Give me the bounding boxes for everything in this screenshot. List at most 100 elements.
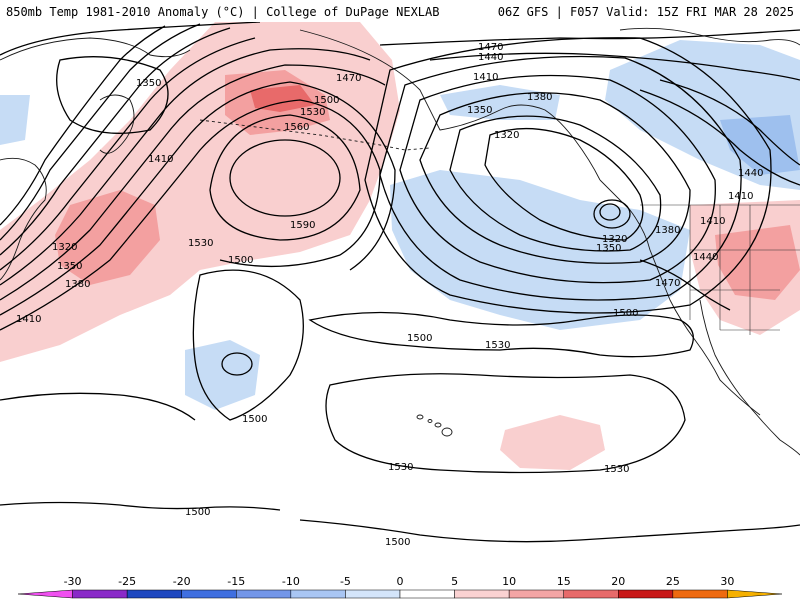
colorbar-bin bbox=[563, 589, 619, 599]
colorbar-bin bbox=[399, 589, 455, 599]
colorbar-tick-label: 20 bbox=[611, 575, 625, 588]
contour-label: 1500 bbox=[228, 255, 253, 266]
colorbar-bin bbox=[345, 589, 401, 599]
colorbar-bin bbox=[618, 589, 674, 599]
contour-label: 1320 bbox=[602, 234, 627, 245]
colorbar-tick-label: -25 bbox=[118, 575, 136, 588]
colorbar-tick-label: 15 bbox=[557, 575, 571, 588]
colorbar-bin bbox=[727, 589, 783, 599]
contour-label: 1500 bbox=[314, 95, 339, 106]
cold-anomaly-canada-core bbox=[720, 115, 800, 175]
colorbar-bin bbox=[236, 589, 292, 599]
colorbar-bin bbox=[290, 589, 346, 599]
contour-1410-ne bbox=[659, 79, 800, 166]
colorbar-tick-label: 5 bbox=[451, 575, 458, 588]
cold-anomaly-alaska bbox=[440, 85, 560, 120]
contour-1350-nw-low bbox=[56, 56, 169, 134]
contour-label: 1440 bbox=[738, 168, 763, 179]
contour-label: 1470 bbox=[336, 73, 361, 84]
colorbar-bin bbox=[181, 589, 237, 599]
contour-labels: 1470 1440 1410 1380 1350 1320 1350 1410 … bbox=[16, 42, 763, 548]
contour-label: 1470 bbox=[478, 42, 503, 53]
title-right: 06Z GFS | F057 Valid: 15Z FRI MAR 28 202… bbox=[497, 5, 794, 19]
contour-label: 1350 bbox=[467, 105, 492, 116]
contour-label: 1500 bbox=[407, 333, 432, 344]
contour-label: 1380 bbox=[527, 92, 552, 103]
contour-label: 1350 bbox=[57, 261, 82, 272]
contour-1500-central bbox=[192, 269, 304, 421]
contour-label: 1320 bbox=[494, 130, 519, 141]
colorbar-bin bbox=[17, 589, 73, 599]
contour-1320-nw bbox=[0, 25, 166, 226]
contour-label: 1380 bbox=[655, 225, 680, 236]
contour-1410-ridge bbox=[0, 37, 256, 271]
colorbar: -30 -25 -20 -15 -10 -5 0 5 10 15 20 25 30 bbox=[17, 575, 783, 599]
contour-label: 1530 bbox=[388, 462, 413, 473]
pacific-nw-coast bbox=[599, 179, 761, 416]
contour-1440-ridge bbox=[0, 48, 371, 286]
contour-1500-ridge bbox=[0, 81, 396, 316]
alaska-coast bbox=[299, 29, 601, 181]
colorbar-bin bbox=[672, 589, 728, 599]
anomaly-shading bbox=[0, 22, 800, 470]
colorbar-bin bbox=[126, 589, 182, 599]
contour-1500-bottom-left bbox=[0, 501, 281, 511]
colorbar-tick-label: -15 bbox=[227, 575, 245, 588]
contour-1500-west-edge bbox=[0, 392, 196, 421]
colorbar-bin bbox=[508, 589, 564, 599]
colorbar-bins bbox=[17, 589, 783, 599]
contour-label: 1320 bbox=[52, 242, 77, 253]
contour-1320-low bbox=[484, 127, 644, 241]
warm-anomaly-core-c bbox=[250, 85, 315, 112]
contour-label: 1470 bbox=[655, 278, 680, 289]
contour-label: 1350 bbox=[136, 78, 161, 89]
contour-1380-low bbox=[419, 92, 691, 264]
contour-1470-e bbox=[639, 259, 731, 311]
colorbar-tick-label: -5 bbox=[340, 575, 351, 588]
contour-1530-ridge bbox=[0, 99, 381, 331]
contour-label: 1440 bbox=[693, 252, 718, 263]
contour-label: 1500 bbox=[613, 308, 638, 319]
contour-label: 1530 bbox=[188, 238, 213, 249]
colorbar-tick-label: -20 bbox=[173, 575, 191, 588]
colorbar-tick-label: 10 bbox=[502, 575, 516, 588]
low-center-ring-2 bbox=[593, 199, 631, 229]
contour-1440-ne bbox=[639, 89, 800, 186]
colorbar-bin bbox=[72, 589, 128, 599]
contour-label: 1500 bbox=[385, 537, 410, 548]
contour-label: 1530 bbox=[300, 107, 325, 118]
contour-1560 bbox=[209, 114, 361, 241]
contour-label: 1410 bbox=[16, 314, 41, 325]
contour-label: 1590 bbox=[290, 220, 315, 231]
contour-1530-big bbox=[325, 373, 686, 474]
contour-label: 1410 bbox=[728, 191, 753, 202]
colorbar-tick-label: -10 bbox=[282, 575, 300, 588]
warm-anomaly-south bbox=[500, 415, 605, 470]
contour-label: 1410 bbox=[473, 72, 498, 83]
contour-1470-top bbox=[379, 29, 800, 46]
contour-label: 1380 bbox=[65, 279, 90, 290]
cold-anomaly-east-pacific bbox=[390, 170, 690, 330]
contour-1380-ridge bbox=[0, 27, 231, 256]
colorbar-tick-label: -30 bbox=[64, 575, 82, 588]
contour-label: 1500 bbox=[242, 414, 267, 425]
contour-1350-low bbox=[449, 115, 662, 252]
contour-label: 1410 bbox=[148, 154, 173, 165]
us-state-lines bbox=[689, 205, 800, 335]
north-canada-coast bbox=[619, 27, 800, 46]
contour-1590-high bbox=[229, 139, 341, 217]
contour-label: 1440 bbox=[478, 52, 503, 63]
colorbar-tick-label: 25 bbox=[666, 575, 680, 588]
contour-1320-upper-left bbox=[0, 22, 261, 56]
colorbar-tick-label: 0 bbox=[397, 575, 404, 588]
height-contours bbox=[0, 22, 800, 543]
contour-label: 1350 bbox=[596, 243, 621, 254]
low-center-ring-1 bbox=[599, 203, 621, 221]
contour-label: 1530 bbox=[604, 464, 629, 475]
title-left: 850mb Temp 1981-2010 Anomaly (°C) | Coll… bbox=[6, 5, 440, 19]
weather-map: 1470 1440 1410 1380 1350 1320 1350 1410 … bbox=[0, 22, 800, 572]
header: 850mb Temp 1981-2010 Anomaly (°C) | Coll… bbox=[0, 0, 800, 22]
contour-1410-low bbox=[399, 74, 716, 284]
contour-1500-big bbox=[308, 311, 694, 358]
